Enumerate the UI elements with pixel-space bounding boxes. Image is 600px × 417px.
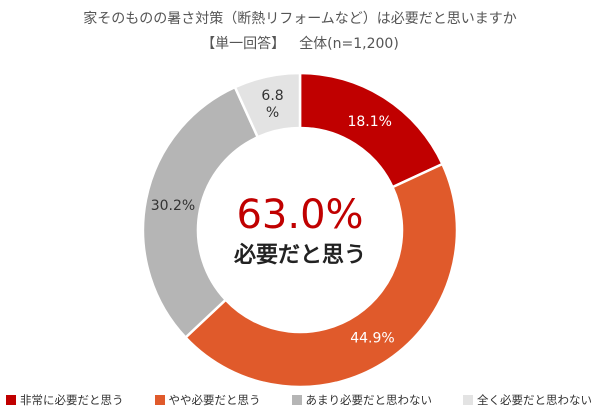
donut-slice-3 [141, 85, 260, 340]
chart-subtitle: 【単一回答】 全体(n=1,200) [0, 33, 600, 53]
legend: 非常に必要だと思う やや必要だと思う あまり必要だと思わない 全く必要だと思わない [0, 392, 600, 408]
center-value: 63.0% [236, 192, 363, 238]
legend-label: 非常に必要だと思う [20, 393, 124, 407]
legend-label: あまり必要だと思わない [305, 393, 433, 407]
legend-label: 全く必要だと思わない [477, 393, 592, 407]
legend-label: やや必要だと思う [168, 393, 261, 407]
slice-label-1: 18.1% [347, 114, 391, 130]
legend-item-2: やや必要だと思う [154, 392, 261, 408]
slice-label-3: 30.2% [151, 198, 195, 214]
subtitle-label: 【単一回答】 [201, 36, 286, 52]
donut-slice-4 [233, 71, 302, 139]
legend-swatch [291, 395, 302, 405]
subtitle-total: 全体(n=1,200) [299, 36, 399, 52]
legend-item-4: 全く必要だと思わない [463, 392, 592, 408]
donut-slice-1 [298, 71, 445, 189]
legend-item-1: 非常に必要だと思う [6, 392, 124, 408]
center-caption: 必要だと思う [234, 242, 366, 268]
slice-label-4: 6.8% [261, 88, 283, 121]
legend-item-3: あまり必要だと思わない [291, 392, 433, 408]
legend-swatch [6, 395, 16, 405]
legend-swatch [154, 395, 165, 405]
legend-swatch [463, 395, 473, 405]
chart-title: 家そのものの暑さ対策（断熱リフォームなど）は必要だと思いますか [83, 11, 517, 27]
slice-label-2: 44.9% [350, 330, 394, 346]
donut-slice-2 [183, 162, 459, 389]
